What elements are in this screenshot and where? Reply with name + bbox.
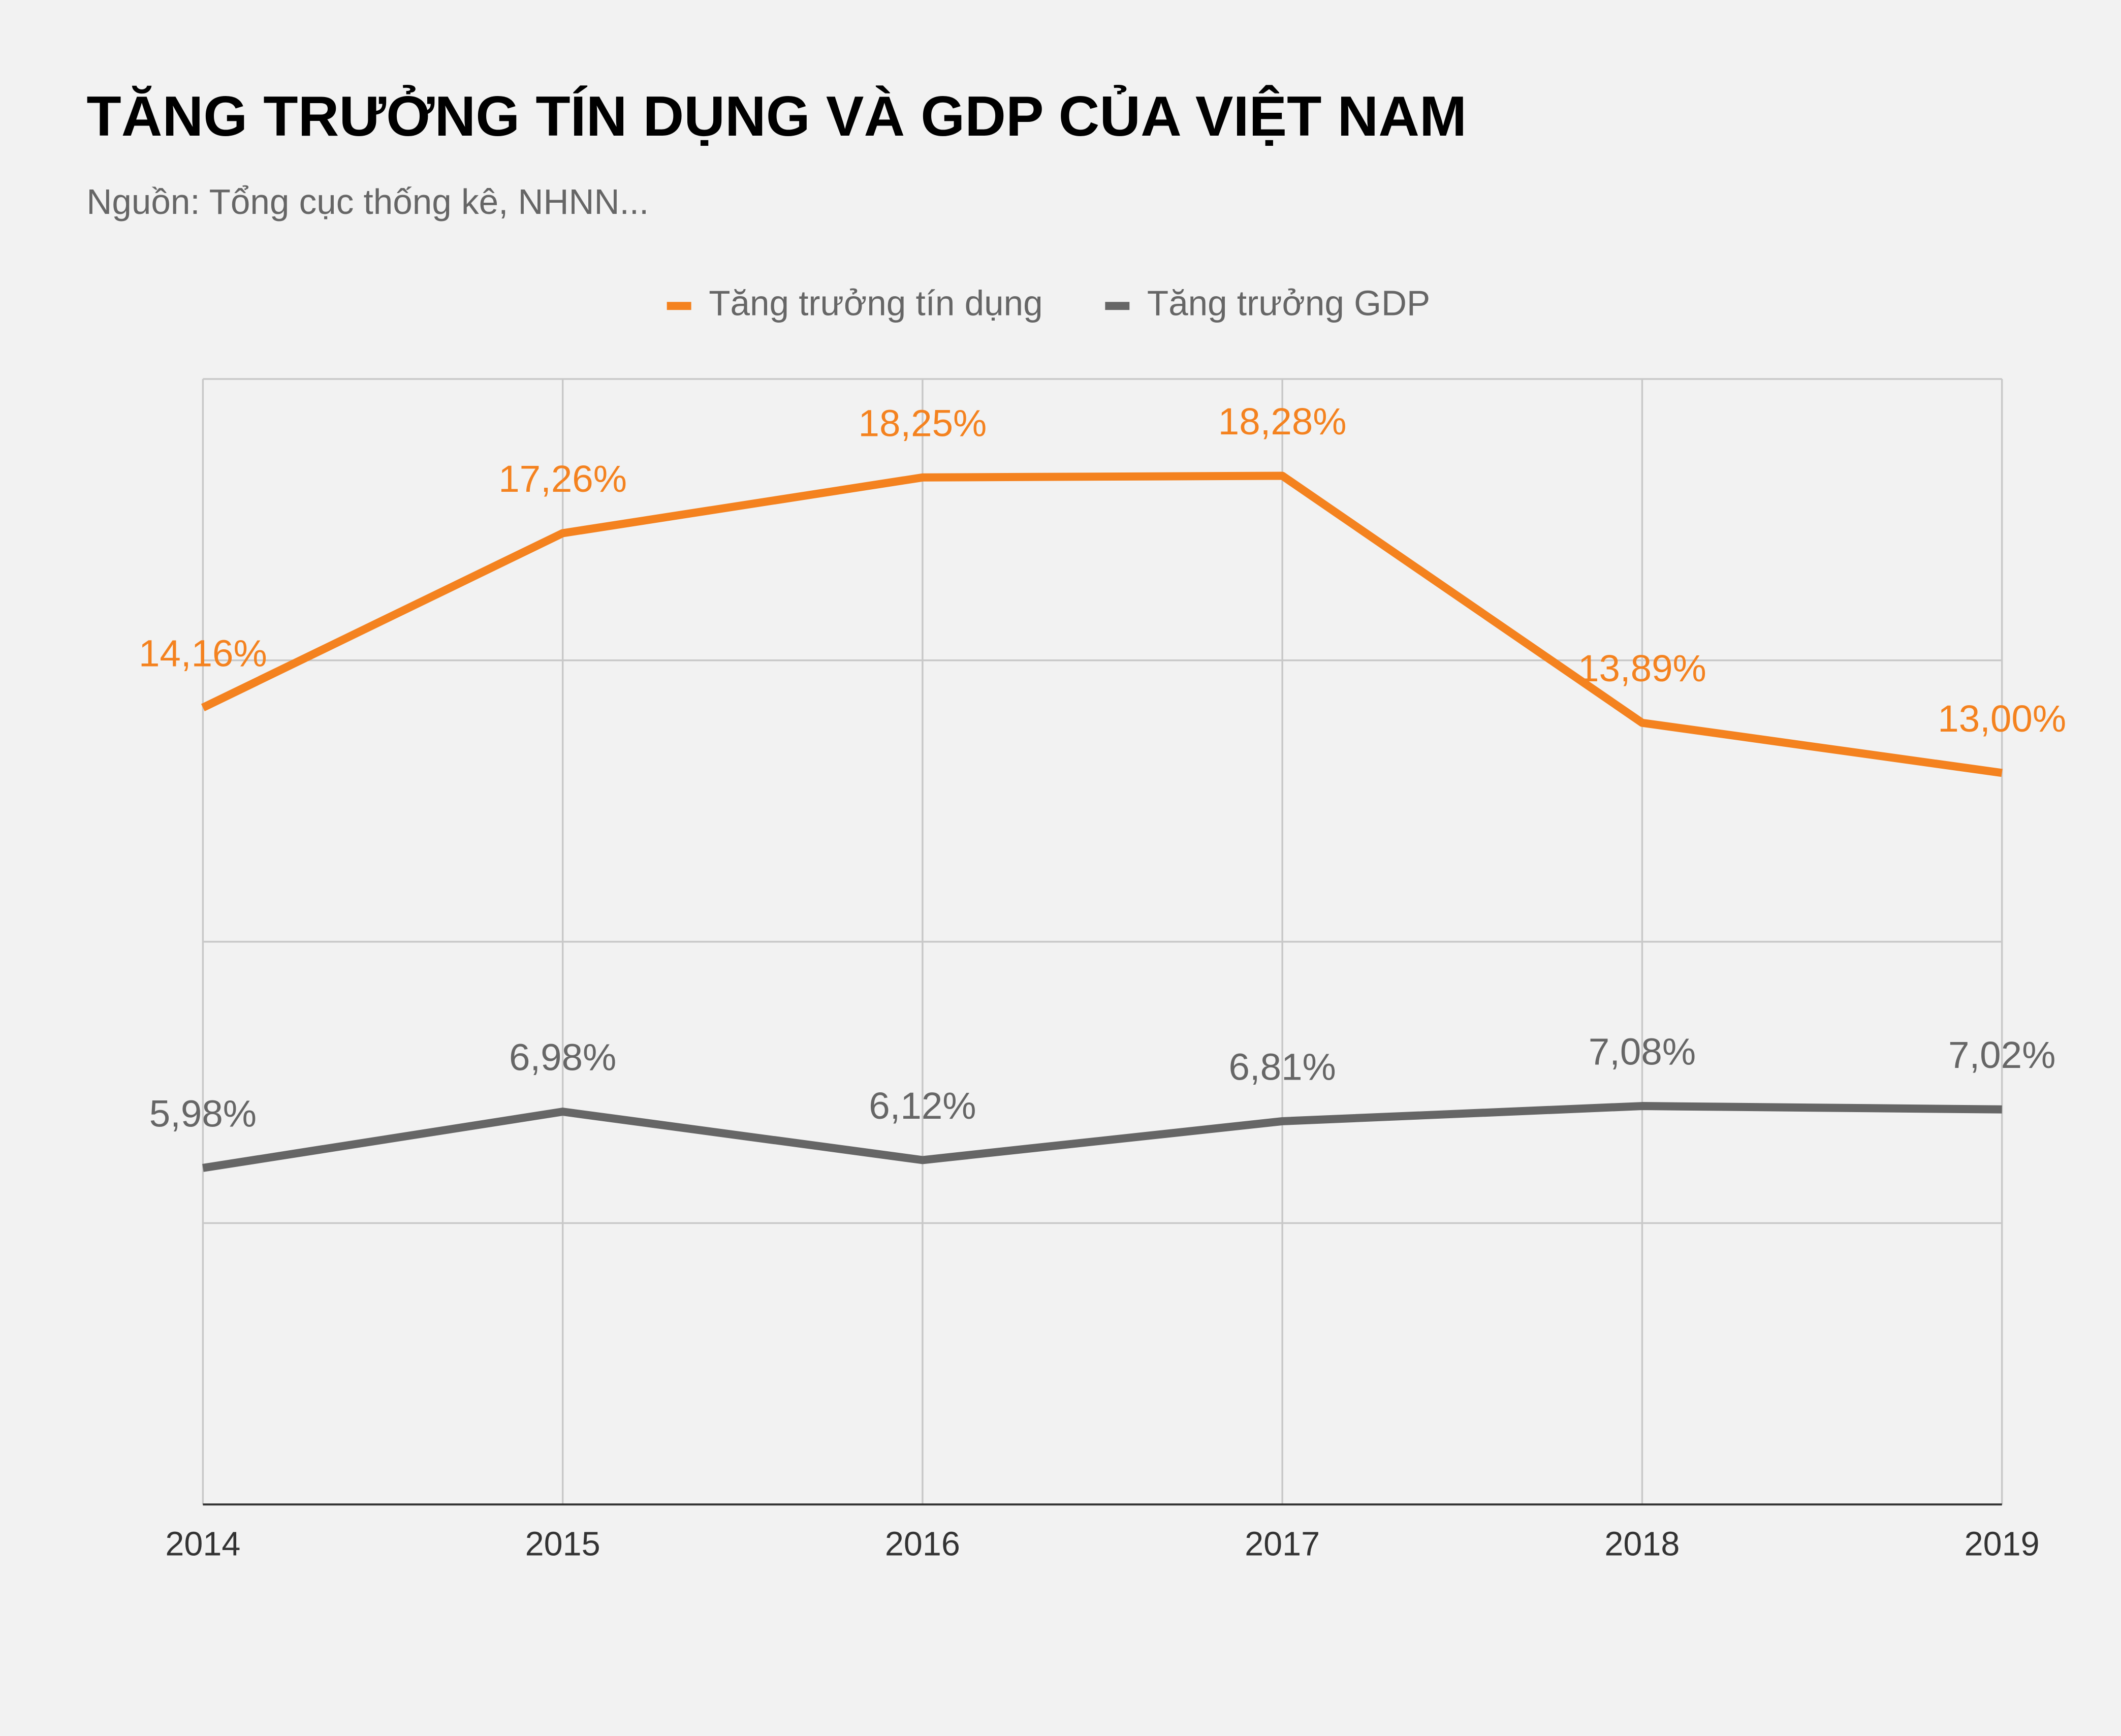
x-tick-label: 2019 <box>1965 1525 2040 1563</box>
legend-label: Tăng trưởng tín dụng <box>709 283 1042 323</box>
x-tick-label: 2015 <box>525 1525 600 1563</box>
data-label: 6,81% <box>1228 1046 1336 1088</box>
x-tick-label: 2018 <box>1604 1525 1680 1563</box>
x-tick-label: 2016 <box>885 1525 960 1563</box>
series-line <box>201 471 2003 777</box>
data-label: 7,08% <box>1589 1031 1696 1073</box>
data-label: 6,12% <box>869 1085 976 1127</box>
chart-title: TĂNG TRƯỞNG TÍN DỤNG VÀ GDP CỦA VIỆT NAM <box>86 84 1467 148</box>
legend-label: Tăng trưởng GDP <box>1147 283 1430 323</box>
chart-subtitle: Nguồn: Tổng cục thống kê, NHNN... <box>86 182 649 222</box>
data-label: 13,89% <box>1578 647 1706 689</box>
x-tick-label: 2014 <box>165 1525 240 1563</box>
data-label: 6,98% <box>509 1036 616 1079</box>
data-label: 7,02% <box>1948 1034 2055 1076</box>
data-label: 18,25% <box>858 402 987 444</box>
data-label: 17,26% <box>498 458 627 500</box>
data-label: 18,28% <box>1218 400 1347 443</box>
data-label: 14,16% <box>139 632 267 674</box>
data-label: 13,00% <box>1938 698 2066 740</box>
x-tick-label: 2017 <box>1245 1525 1320 1563</box>
data-label: 5,98% <box>149 1092 257 1134</box>
series-line <box>202 1102 2002 1172</box>
